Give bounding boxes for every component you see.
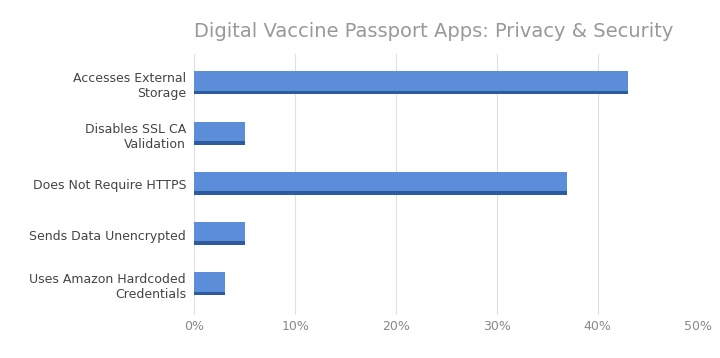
Bar xyxy=(194,241,245,245)
Bar xyxy=(194,71,628,92)
Bar xyxy=(194,292,225,295)
Bar xyxy=(194,172,567,193)
Bar xyxy=(194,191,567,195)
Text: Digital Vaccine Passport Apps: Privacy & Security: Digital Vaccine Passport Apps: Privacy &… xyxy=(194,22,674,41)
Bar xyxy=(194,122,245,143)
Bar xyxy=(194,91,628,95)
Bar xyxy=(194,141,245,145)
Bar xyxy=(194,272,225,294)
Bar xyxy=(194,222,245,243)
